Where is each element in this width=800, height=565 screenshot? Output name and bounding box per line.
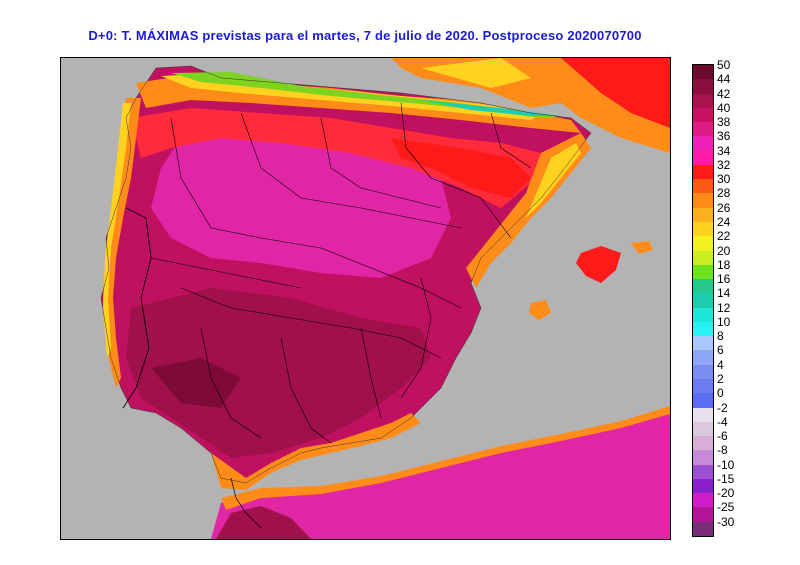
legend-label: 4: [717, 357, 724, 372]
legend-label: 50: [717, 58, 731, 72]
guadalquivir-hottest: [151, 358, 241, 408]
portugal-spain-border: [122, 207, 152, 409]
legend-swatch: [693, 207, 713, 223]
region-border-9: [360, 327, 382, 419]
legend-label: 12: [717, 300, 731, 315]
legend-swatch: [693, 222, 713, 237]
legend-label: 32: [717, 157, 731, 172]
legend-swatch: [693, 478, 713, 494]
region-border-8: [280, 337, 332, 444]
iberia-coastline: [100, 65, 592, 484]
legend-label: 40: [717, 100, 731, 115]
mallorca: [576, 246, 621, 283]
north-africa-hot: [216, 506, 311, 539]
legend-swatch: [693, 150, 713, 166]
legend-swatch: [693, 79, 713, 95]
region-border-5: [490, 112, 532, 169]
legend-swatch: [693, 321, 713, 337]
france-coast-warm: [421, 58, 531, 88]
legend-swatch: [693, 179, 713, 194]
legend-label: 14: [717, 286, 731, 301]
legend-label: 34: [717, 143, 731, 158]
legend-label: 24: [717, 215, 731, 229]
legend-label: 6: [717, 343, 724, 358]
legend-label: 36: [717, 129, 731, 144]
map-canvas: [61, 58, 670, 539]
map-title: D+0: T. MÁXIMAS previstas para el martes…: [88, 28, 642, 43]
region-border-4: [400, 102, 512, 239]
temperature-legend: 50 44 42 40 38 36 34 32 30 28 26 24 22 20 18 16 14 12 10 8 6…: [692, 59, 734, 537]
legend-swatch: [693, 279, 713, 294]
legend-label: -25: [717, 500, 735, 515]
south-coast-rim: [211, 413, 421, 490]
temperature-map: [60, 57, 671, 540]
legend-label: -8: [717, 443, 728, 458]
north-warm-band: [131, 108, 541, 208]
legend-swatch: [693, 107, 713, 123]
legend-swatch: [693, 93, 713, 109]
legend-label: -10: [717, 457, 735, 472]
legend-label: 44: [717, 72, 731, 87]
legend-swatch: [693, 236, 713, 252]
legend-label: 16: [717, 272, 731, 287]
legend-swatch: [693, 350, 713, 366]
atlantic-coast-orange: [103, 98, 141, 388]
ebro-hot: [391, 138, 531, 198]
legend-swatch: [693, 336, 713, 351]
legend-swatch: [693, 250, 713, 266]
legend-swatch: [693, 436, 713, 451]
legend-swatch: [693, 364, 713, 380]
legend-swatch: [693, 493, 713, 508]
legend-label: -4: [717, 414, 728, 429]
legend-swatch: [693, 164, 713, 180]
north-africa-coast: [221, 406, 670, 510]
legend-swatch: [693, 521, 713, 537]
legend-swatch: [693, 193, 713, 209]
ibiza: [529, 300, 551, 320]
legend-swatch: [693, 264, 713, 280]
region-border-7: [200, 327, 262, 439]
region-border-10: [400, 277, 432, 399]
region-border-1: [170, 117, 462, 309]
legend-label: -20: [717, 486, 735, 501]
central-plateau: [151, 133, 451, 278]
legend-label: -6: [717, 429, 728, 444]
legend-label: 20: [717, 243, 731, 258]
legend-label: 18: [717, 257, 731, 272]
legend-label: -2: [717, 400, 728, 415]
legend-label: 0: [717, 386, 724, 401]
legend-swatch: [693, 379, 713, 394]
legend-label: 22: [717, 229, 731, 244]
legend-swatch: [693, 307, 713, 323]
south-hot-core: [126, 288, 431, 458]
legend-label: 28: [717, 186, 731, 201]
legend-swatch: [693, 507, 713, 523]
legend-label: -15: [717, 471, 735, 486]
region-border-6: [180, 287, 442, 359]
legend-swatch: [693, 464, 713, 480]
legend-label: 42: [717, 86, 731, 101]
legend-swatch: [693, 421, 713, 437]
france-hot-area: [561, 58, 670, 128]
legend-label: 10: [717, 314, 731, 329]
legend-swatch: [693, 407, 713, 423]
region-border-3: [320, 117, 442, 209]
legend-swatch: [693, 450, 713, 466]
legend-label: 8: [717, 329, 724, 344]
legend-swatch: [693, 65, 713, 80]
legend-label: 2: [717, 372, 724, 386]
morocco-border: [230, 477, 262, 529]
menorca: [631, 241, 653, 254]
legend-label: 30: [717, 172, 731, 187]
region-border-11: [150, 257, 302, 289]
legend-swatch: [693, 122, 713, 137]
region-border-2: [240, 112, 462, 229]
legend-label: 38: [717, 115, 731, 130]
legend-label: -30: [717, 514, 735, 529]
legend-swatch: [693, 393, 713, 409]
legend-swatch: [693, 293, 713, 309]
legend-swatch: [693, 136, 713, 152]
legend-label: 26: [717, 200, 731, 215]
